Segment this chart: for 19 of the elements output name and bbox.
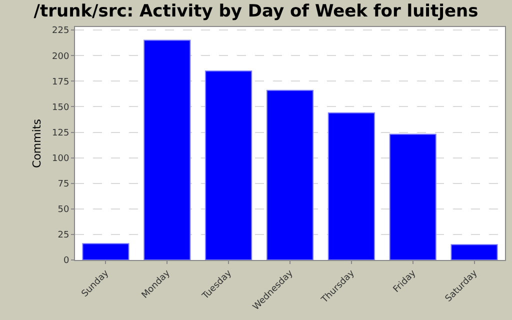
bar <box>389 134 436 260</box>
y-tick-label: 0 <box>63 256 70 266</box>
bar <box>82 243 130 260</box>
y-tick-label: 125 <box>52 128 70 138</box>
bar <box>144 40 191 260</box>
chart-title: /trunk/src: Activity by Day of Week for luitjens <box>34 2 478 22</box>
y-tick-label: 150 <box>52 102 70 113</box>
y-tick-label: 75 <box>58 180 70 190</box>
bar <box>266 90 314 260</box>
y-tick-label: 25 <box>58 230 70 241</box>
y-tick-label: 175 <box>52 77 70 88</box>
bar <box>205 70 252 260</box>
y-axis-title: Commits <box>30 118 44 168</box>
y-tick-label: 50 <box>58 205 70 216</box>
bar <box>450 244 498 260</box>
y-tick-label: 100 <box>52 154 70 164</box>
bar <box>328 112 375 260</box>
y-tick-label: 225 <box>52 26 70 36</box>
y-tick-label: 200 <box>52 52 70 62</box>
